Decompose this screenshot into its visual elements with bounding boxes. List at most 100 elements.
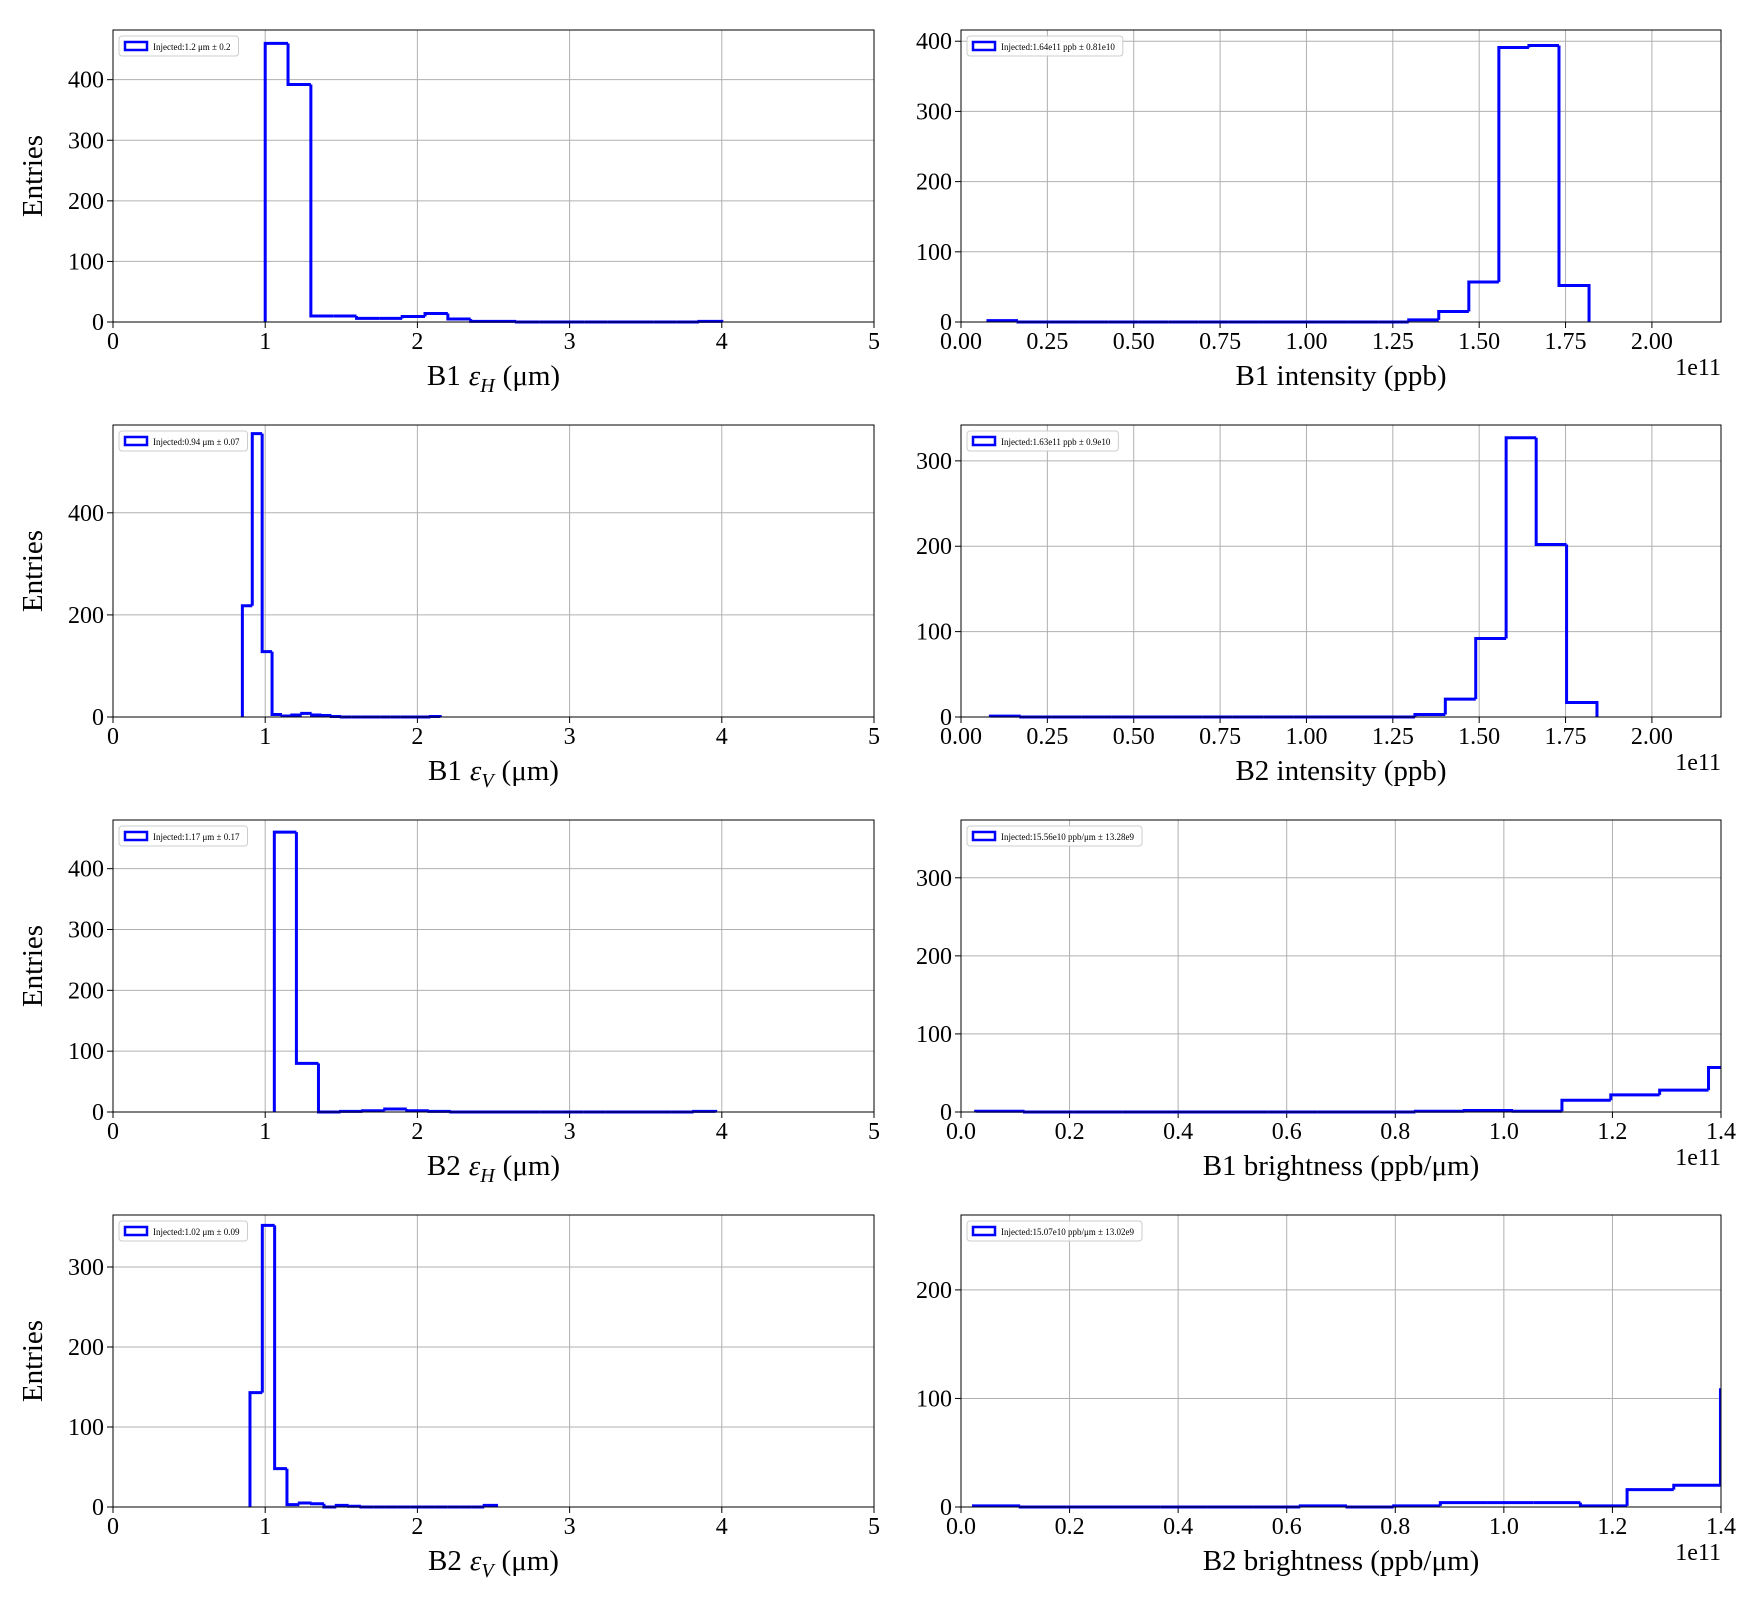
histogram-bin — [240, 604, 253, 717]
x-tick-label: 1.25 — [1372, 724, 1414, 750]
x-tick-label: 3 — [564, 1119, 576, 1145]
y-tick-label: 0 — [92, 705, 104, 731]
histogram-bin — [300, 711, 312, 715]
x-tick-label: 0 — [107, 329, 119, 355]
legend: Injected:1.2 μm ± 0.2 — [118, 35, 239, 57]
legend-label: Injected:1.64e11 ppb ± 0.81e10 — [1001, 42, 1115, 52]
y-tick-label: 400 — [68, 857, 104, 883]
histogram-bin — [285, 1468, 300, 1507]
histogram-bin — [423, 312, 448, 317]
histogram-bin — [427, 1109, 451, 1113]
histogram-bin — [1672, 1483, 1721, 1490]
x-tick-label: 2 — [411, 724, 423, 750]
legend-swatch — [123, 1225, 149, 1237]
x-tick-label: 0.25 — [1026, 329, 1068, 355]
legend: Injected:1.64e11 ppb ± 0.81e10 — [966, 35, 1124, 57]
plot-area — [961, 820, 1721, 1112]
histogram-bin — [1407, 318, 1439, 322]
chart-panel: 0 1 2 3 4 5 0 200 400 Injected:0.94 μm ± 0.07 B1 εV… — [17, 424, 880, 792]
x-tick-label: 0.0 — [946, 1119, 976, 1145]
x-label-unit: (μm) — [503, 360, 560, 392]
x-tick-label: 2 — [411, 1119, 423, 1145]
legend: Injected:1.63e11 ppb ± 0.9e10 — [966, 430, 1119, 452]
x-tick-label: 1.75 — [1545, 329, 1587, 355]
y-tick-label: 200 — [916, 944, 952, 970]
chart-panel: 0 1 2 3 4 5 0 100 200 300 400 Injected:1.17 μm ± 0.… — [17, 819, 880, 1187]
x-tick-label: 3 — [564, 329, 576, 355]
x-label-beam: B1 — [427, 360, 461, 392]
y-tick-label: 400 — [68, 501, 104, 527]
x-tick-label: 1.2 — [1597, 1514, 1627, 1540]
plot-area — [961, 30, 1721, 322]
x-tick-label: 5 — [868, 1514, 880, 1540]
histogram-bin — [290, 713, 302, 717]
y-tick-label: 100 — [916, 240, 952, 266]
y-tick-label: 200 — [916, 170, 952, 196]
x-tick-label: 5 — [868, 1119, 880, 1145]
chart-panel: 0 1 2 3 4 5 0 100 200 300 Injected:1.02 μm ± 0.09 B… — [17, 1214, 880, 1582]
y-tick-label: 300 — [68, 918, 104, 944]
histogram-bin — [320, 713, 332, 717]
x-label-beam: B1 — [428, 755, 462, 787]
x-tick-label: 1.2 — [1597, 1119, 1627, 1145]
x-tick-label: 0.2 — [1055, 1119, 1085, 1145]
histogram-bin — [273, 1225, 287, 1471]
x-tick-label: 4 — [716, 724, 728, 750]
x-tick-label: 1.25 — [1372, 329, 1414, 355]
plot-frame — [112, 424, 875, 718]
histogram-bin — [297, 1501, 312, 1505]
chart-panel: 0 1 2 3 4 5 0 100 200 300 400 Injected:1.2 μm ± 0.2… — [17, 29, 880, 397]
x-label-unit: (μm) — [503, 1150, 560, 1182]
y-tick-label: 100 — [916, 1022, 952, 1048]
legend-label: Injected:15.56e10 ppb/μm ± 13.28e9 — [1001, 832, 1134, 842]
x-tick-label: 1.4 — [1706, 1514, 1736, 1540]
legend-label: Injected:0.94 μm ± 0.07 — [153, 437, 240, 447]
legend: Injected:15.56e10 ppb/μm ± 13.28e9 — [966, 825, 1143, 847]
histogram-bin — [329, 714, 342, 718]
histogram-bin — [280, 714, 292, 718]
y-tick-label: 200 — [68, 978, 104, 1004]
x-tick-label: 3 — [564, 1514, 576, 1540]
x-tick-label: 1.75 — [1545, 724, 1587, 750]
chart-panel: 0.0 0.2 0.4 0.6 0.8 1.0 1.2 1.4 0 100 200 Injected:… — [916, 1214, 1736, 1577]
histogram-bin — [482, 1503, 499, 1507]
histogram-bin — [309, 84, 334, 318]
chart-panel: 0.00 0.25 0.50 0.75 1.00 1.25 1.50 1.75 2.00 0 100… — [916, 29, 1722, 392]
x-label-sub: H — [479, 375, 496, 397]
x-tick-label: 3 — [564, 724, 576, 750]
histogram-bin — [469, 318, 494, 323]
x-tick-label: 1 — [259, 724, 271, 750]
y-axis-label: Entries — [17, 1320, 49, 1402]
plot-area — [961, 1215, 1721, 1507]
x-tick-label: 0.75 — [1199, 724, 1241, 750]
plot-frame — [960, 29, 1722, 323]
histogram-bin — [310, 1502, 324, 1506]
x-tick-label: 0.6 — [1272, 1119, 1302, 1145]
histogram-bin — [400, 315, 426, 319]
y-tick-label: 200 — [68, 189, 104, 215]
legend-box — [966, 430, 1119, 452]
histogram-bin — [310, 713, 322, 717]
x-label-unit: (μm) — [502, 1545, 559, 1577]
x-tick-label: 1 — [259, 1119, 271, 1145]
x-label-symbol: ε — [469, 360, 481, 392]
histogram-bin — [272, 830, 297, 1112]
x-offset-label: 1e11 — [1675, 1540, 1721, 1566]
x-tick-label: 0.8 — [1380, 1514, 1410, 1540]
y-tick-label: 0 — [92, 1495, 104, 1521]
plot-area — [113, 425, 874, 717]
y-tick-label: 0 — [92, 310, 104, 336]
x-tick-label: 0.8 — [1380, 1119, 1410, 1145]
x-tick-label: 1 — [259, 329, 271, 355]
histogram-bin — [383, 1107, 407, 1111]
x-axis-label: B1 brightness (ppb/μm) — [1203, 1150, 1480, 1182]
plot-frame — [112, 819, 875, 1113]
histogram-bin — [1565, 544, 1599, 717]
x-offset-label: 1e11 — [1675, 1145, 1721, 1171]
histogram-bin — [1707, 1066, 1721, 1091]
x-axis-label: B2 εH (μm) — [427, 1150, 560, 1187]
x-tick-label: 1.00 — [1285, 329, 1327, 355]
plot-frame — [960, 819, 1722, 1113]
legend-swatch — [123, 830, 149, 842]
x-axis-label: B1 εH (μm) — [427, 360, 560, 397]
